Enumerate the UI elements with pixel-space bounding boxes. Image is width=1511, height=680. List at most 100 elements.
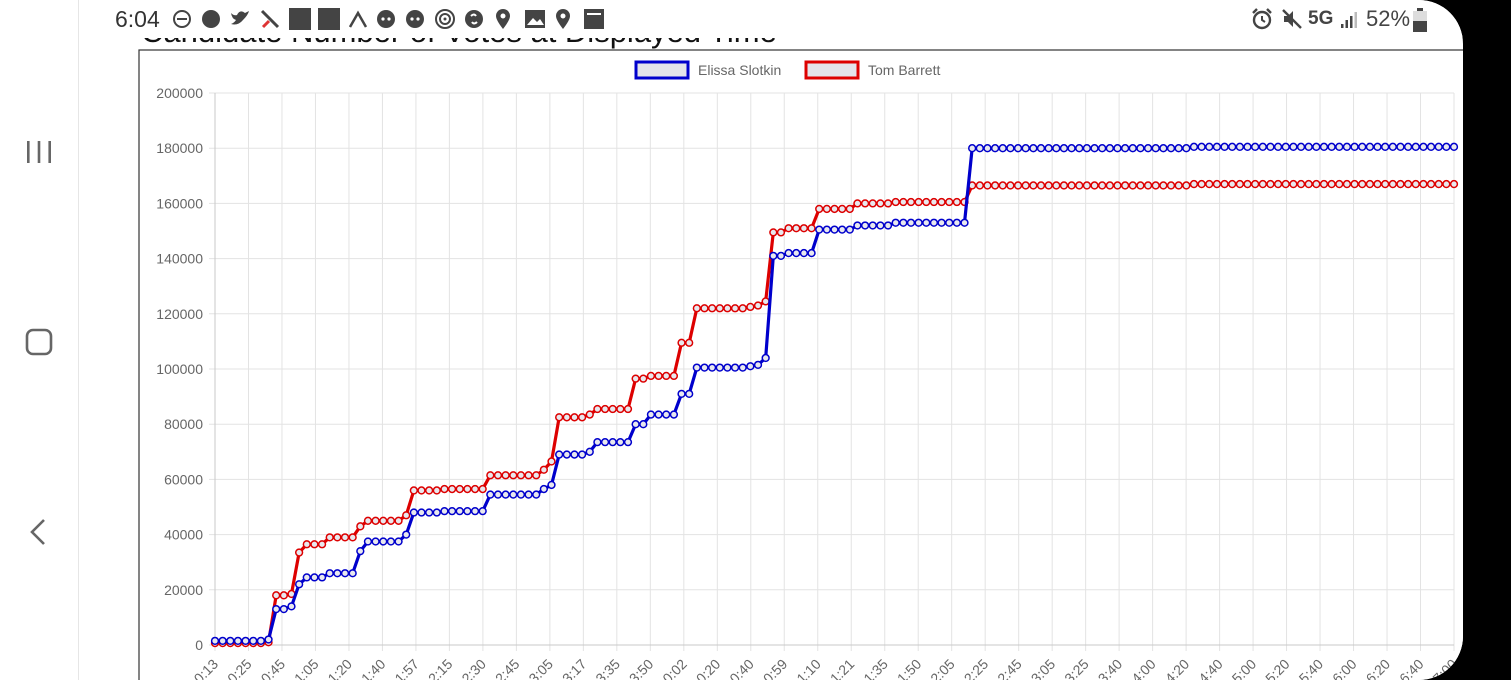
data-point — [1120, 144, 1130, 153]
data-point — [707, 304, 717, 313]
data-point — [853, 221, 862, 230]
data-point — [876, 199, 885, 208]
data-point — [929, 218, 939, 227]
chart: 2000001800001600001400001200001000008000… — [138, 49, 1463, 680]
data-point — [1235, 179, 1245, 189]
data-point — [249, 636, 258, 646]
data-point — [685, 389, 694, 398]
data-point — [822, 225, 832, 234]
data-point — [707, 363, 717, 372]
data-point — [486, 471, 495, 480]
data-point — [432, 486, 441, 495]
data-point — [608, 404, 617, 414]
data-point — [1350, 179, 1359, 189]
y-tick-label: 60000 — [164, 471, 203, 487]
data-point — [1396, 179, 1405, 189]
data-point — [1013, 144, 1023, 153]
recents-icon[interactable] — [20, 133, 58, 171]
data-point — [677, 338, 686, 347]
data-point — [906, 218, 916, 227]
notification-icon — [202, 10, 220, 28]
data-point — [1075, 181, 1084, 190]
data-point — [279, 604, 288, 614]
data-point — [761, 353, 770, 363]
data-point — [631, 420, 640, 429]
data-point — [1258, 179, 1267, 189]
data-point — [1105, 144, 1114, 153]
data-point — [623, 437, 633, 447]
data-point — [1075, 144, 1084, 153]
data-point — [830, 204, 839, 214]
data-point — [1220, 142, 1229, 151]
y-tick-label: 100000 — [156, 361, 203, 377]
data-point — [1388, 179, 1397, 189]
data-point — [348, 569, 357, 578]
gallery-icon — [525, 10, 545, 28]
data-point — [409, 508, 419, 517]
data-point — [463, 484, 472, 494]
data-point — [1289, 179, 1298, 189]
data-point — [1143, 144, 1153, 153]
data-point — [294, 580, 304, 589]
battery-percent: 52% — [1366, 6, 1411, 31]
data-point — [1052, 181, 1061, 190]
data-point — [455, 506, 464, 516]
shazam-icon — [465, 10, 483, 28]
y-tick-label: 140000 — [156, 251, 203, 267]
y-tick-label: 80000 — [164, 416, 203, 432]
data-point — [700, 363, 709, 372]
data-point — [669, 371, 679, 381]
home-icon[interactable] — [20, 323, 58, 361]
data-point — [990, 181, 1000, 190]
data-point — [1319, 142, 1329, 151]
data-point — [1228, 179, 1237, 189]
data-point — [654, 410, 663, 419]
data-point — [417, 508, 426, 517]
data-point — [922, 218, 931, 227]
data-point — [1174, 144, 1183, 153]
data-point — [1105, 181, 1114, 190]
data-point — [333, 569, 342, 578]
data-point — [1098, 144, 1107, 153]
calendar-icon — [584, 9, 604, 29]
data-point — [1021, 144, 1030, 153]
data-point — [662, 371, 671, 381]
chart-frame — [138, 49, 1463, 680]
data-point — [1312, 179, 1321, 189]
data-point — [1136, 144, 1145, 153]
data-point — [1289, 142, 1298, 151]
legend-item: Elissa Slotkin — [634, 60, 781, 80]
status-bar: 6:04 5G 52% — [79, 0, 1463, 38]
data-point — [302, 540, 311, 549]
mute-icon — [1282, 9, 1302, 29]
data-point — [1044, 181, 1053, 190]
data-point — [776, 251, 786, 260]
data-point — [1434, 179, 1443, 189]
data-point — [501, 471, 510, 480]
data-point — [937, 197, 946, 207]
data-point — [478, 484, 487, 494]
data-point — [845, 225, 854, 234]
data-point — [317, 573, 327, 582]
data-point — [1381, 179, 1390, 189]
app-icon — [289, 8, 311, 30]
legend-label: Tom Barrett — [868, 62, 940, 78]
data-point — [424, 508, 434, 517]
back-icon[interactable] — [20, 513, 58, 551]
data-point — [616, 404, 625, 414]
data-point — [1067, 181, 1076, 190]
data-point — [509, 490, 518, 499]
data-point — [1136, 181, 1145, 190]
data-point — [792, 224, 801, 233]
data-point — [837, 204, 847, 214]
data-point — [1281, 179, 1290, 189]
data-point — [371, 537, 380, 546]
data-point — [585, 447, 594, 456]
data-point — [600, 437, 610, 447]
data-point — [1258, 142, 1267, 151]
data-point — [570, 413, 579, 422]
data-point — [417, 486, 426, 495]
data-point — [685, 338, 694, 347]
data-point — [1029, 181, 1038, 190]
data-point — [738, 304, 747, 313]
